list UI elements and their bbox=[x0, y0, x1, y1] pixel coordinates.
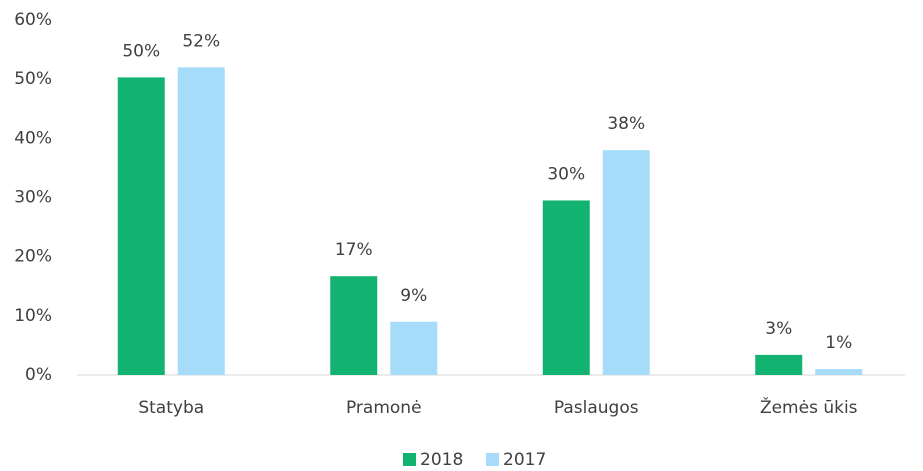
x-tick-label: Statyba bbox=[138, 398, 204, 418]
x-tick-label: Pramonė bbox=[346, 398, 422, 418]
data-label: 1% bbox=[825, 333, 852, 353]
y-tick-label: 30% bbox=[14, 188, 52, 208]
legend-label: 2017 bbox=[503, 450, 546, 470]
data-label: 3% bbox=[765, 319, 792, 339]
bar bbox=[602, 150, 650, 375]
y-tick-label: 40% bbox=[14, 128, 52, 148]
data-label: 9% bbox=[400, 286, 427, 306]
y-tick-label: 50% bbox=[14, 69, 52, 89]
x-tick-label: Žemės ūkis bbox=[760, 396, 858, 418]
data-label: 38% bbox=[607, 114, 645, 134]
legend-label: 2018 bbox=[420, 450, 463, 470]
bar bbox=[542, 200, 590, 375]
y-tick-label: 20% bbox=[14, 247, 52, 267]
bar bbox=[815, 369, 863, 375]
legend-swatch bbox=[403, 453, 416, 466]
y-tick-label: 0% bbox=[25, 365, 52, 385]
bar bbox=[117, 77, 165, 376]
bar bbox=[390, 321, 438, 375]
legend-swatch bbox=[486, 453, 499, 466]
data-label: 30% bbox=[547, 164, 585, 184]
data-label: 17% bbox=[335, 240, 373, 260]
bar bbox=[755, 354, 803, 375]
data-label: 52% bbox=[182, 31, 220, 51]
bar bbox=[330, 276, 378, 375]
x-tick-label: Paslaugos bbox=[554, 398, 639, 418]
y-tick-label: 10% bbox=[14, 306, 52, 326]
bar bbox=[177, 67, 225, 375]
data-label: 50% bbox=[122, 41, 160, 61]
y-tick-label: 60% bbox=[14, 10, 52, 30]
